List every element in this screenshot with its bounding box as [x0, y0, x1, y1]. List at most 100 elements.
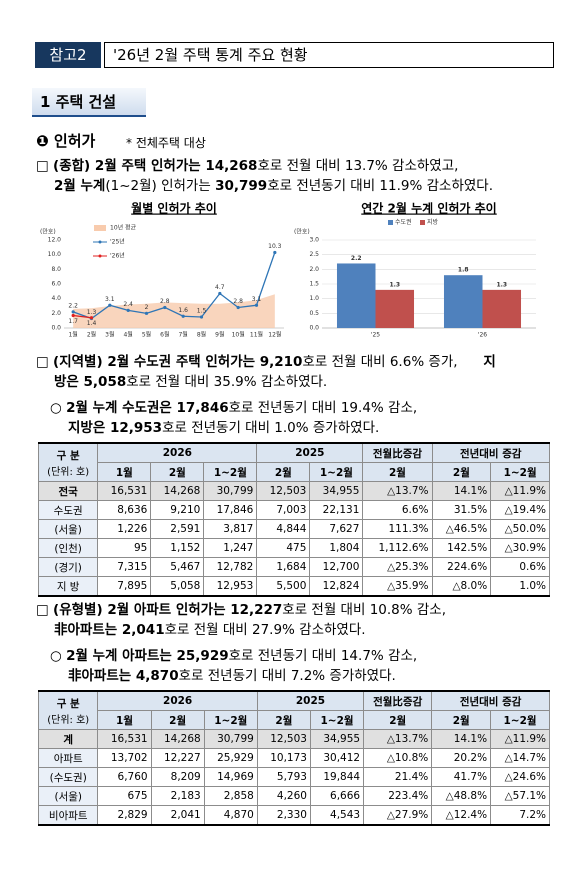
header-cell: 1~2월 — [490, 462, 550, 482]
table-cell: △48.8% — [431, 786, 492, 806]
header-cell: 1월 — [97, 710, 152, 730]
header-cell: 2월 — [150, 710, 205, 730]
header-row: 구 분 (단위: 호) 2026 2025 전월比증감 전년대비 증감 — [37, 690, 550, 730]
text: ○ — [50, 648, 67, 664]
text: 호로 전년동기 대비 19.4% 감소, — [228, 400, 418, 416]
text-line: 2월 누계(1~2월) 인허가는 30,799호로 전년동기 대비 11.9% … — [36, 176, 556, 196]
tag: 참고2 — [35, 42, 101, 68]
table-cell: △13.7% — [362, 481, 433, 501]
table-cell: 14,268 — [150, 729, 205, 749]
table-cell: 475 — [256, 538, 311, 558]
emphasis: 非아파트는 4,870 — [68, 668, 179, 684]
table-cell: 3,817 — [203, 519, 258, 539]
table-cell: 14,969 — [203, 767, 258, 787]
table-cell: 10,173 — [256, 748, 311, 768]
header-cell: 2월 — [150, 462, 205, 482]
table-cell: 지 방 — [37, 576, 99, 597]
x-tick-label: '26 — [478, 332, 487, 339]
y-tick-label: 12.0 — [48, 237, 62, 244]
table-cell: 19,844 — [309, 767, 365, 787]
legend-marker — [98, 240, 102, 244]
table-cell: 비아파트 — [37, 805, 99, 826]
table-cell: △19.4% — [490, 500, 550, 520]
table-cell: 17,846 — [203, 500, 258, 520]
point — [89, 316, 94, 320]
table-cell: 6.6% — [362, 500, 433, 520]
table-cell: 30,412 — [309, 748, 365, 768]
legend-marker — [98, 254, 102, 258]
header-text: 구 분 — [56, 449, 80, 462]
table-cell: (인천) — [37, 538, 99, 558]
text: □ — [36, 354, 54, 370]
emphasis: (종합) 2월 주택 인허가는 14,268 — [53, 158, 258, 174]
data-label: 3.1 — [105, 296, 115, 303]
table-cell: △35.9% — [362, 576, 433, 597]
y-tick-label: 6.0 — [51, 281, 61, 288]
data-label: 1.5 — [197, 308, 207, 315]
table-body: 계 16,531 14,268 30,799 12,503 34,955 △13.7% 14.… — [37, 729, 550, 826]
table-cell: 34,955 — [309, 729, 365, 749]
table-cell: 223.4% — [363, 786, 433, 806]
table-cell: △10.8% — [363, 748, 433, 768]
x-tick-label: 8월 — [197, 331, 206, 339]
chart-title: 연간 2월 누계 인허가 추이 — [361, 201, 496, 216]
data-label: 1.3 — [496, 281, 507, 288]
x-tick-label: 2월 — [87, 331, 96, 339]
bar — [375, 289, 415, 328]
paragraph: □ (유형별) 2월 아파트 인허가는 12,227호로 전월 대비 10.8%… — [36, 600, 556, 640]
table-cell: 2,591 — [150, 519, 205, 539]
data-label: 2.8 — [233, 298, 243, 305]
data-label: 2.4 — [123, 301, 133, 308]
table-cell: 7,627 — [309, 519, 364, 539]
legend-label: 지방 — [427, 218, 439, 226]
table-cell: 12,782 — [203, 557, 258, 577]
table-cell: 9,210 — [150, 500, 205, 520]
header-row: 1월 2월 1~2월 2월 1~2월 2월 2월 1~2월 — [39, 710, 550, 730]
table-row: 지 방 7,895 5,058 12,953 5,500 12,824 △35.9% △8.0… — [37, 576, 550, 597]
table-cell: 14.1% — [431, 481, 492, 501]
legend-swatch — [94, 225, 106, 231]
table-cell: 12,700 — [309, 557, 364, 577]
table-cell: △30.9% — [490, 538, 550, 558]
table-cell: 16,531 — [97, 481, 152, 501]
text: 호로 전년동기 대비 14.7% 감소, — [228, 648, 418, 664]
x-tick-label: 11월 — [250, 331, 263, 339]
emphasis: (유형별) 2월 아파트 인허가는 12,227 — [53, 602, 283, 618]
text-line: □ (유형별) 2월 아파트 인허가는 12,227호로 전월 대비 10.8%… — [36, 600, 556, 620]
y-tick-label: 8.0 — [51, 266, 61, 273]
header-cell: 2월 — [256, 710, 311, 730]
header-cell: 2월 — [363, 710, 433, 730]
y-tick-label: 2.0 — [309, 266, 319, 273]
table-cell: (서울) — [37, 519, 99, 539]
bar — [443, 275, 483, 328]
table-row: 아파트 13,702 12,227 25,929 10,173 30,412 △10.8% 2… — [37, 748, 550, 768]
table-cell: 4,870 — [203, 805, 258, 826]
header-cell: 1~2월 — [203, 710, 258, 730]
header-cell: 전년대비 증감 — [431, 690, 550, 711]
point — [71, 313, 75, 318]
text-line: □ (종합) 2월 주택 인허가는 14,268호로 전월 대비 13.7% 감… — [36, 156, 556, 176]
table-cell: 7,315 — [97, 557, 152, 577]
line — [72, 252, 276, 320]
header-cell: 2월 — [431, 710, 492, 730]
y-tick-label: 2.0 — [51, 310, 61, 317]
table-cell: 6,666 — [309, 786, 365, 806]
table-row: (수도권) 6,760 8,209 14,969 5,793 19,844 21.4% 41.… — [37, 767, 550, 787]
y-tick-label: 0.5 — [309, 310, 319, 317]
text: 호로 전월 대비 35.9% 감소하였다. — [126, 374, 328, 390]
data-label: 2.2 — [68, 302, 78, 309]
y-tick-label: 0.0 — [51, 325, 61, 332]
table-cell: 34,955 — [309, 481, 364, 501]
paragraph: ○ 2월 누계 수도권은 17,846호로 전년동기 대비 19.4% 감소, 지… — [50, 398, 570, 438]
table-head: 구 분 (단위: 호) 2026 2025 전월比증감 전년대비 증감 1월 2월 1~2월 2월… — [37, 690, 550, 730]
header-cell: 1~2월 — [490, 710, 550, 730]
table-row: (인천) 95 1,152 1,247 475 1,804 1,112.6% 142.5% △3… — [37, 538, 550, 558]
table-cell: 21.4% — [363, 767, 433, 787]
header-cell: 1~2월 — [203, 462, 258, 482]
point — [163, 305, 167, 310]
x-tick-label: 3월 — [105, 331, 114, 339]
point — [218, 291, 222, 296]
table-cell: 5,467 — [150, 557, 205, 577]
data-label: 10.3 — [268, 243, 282, 250]
